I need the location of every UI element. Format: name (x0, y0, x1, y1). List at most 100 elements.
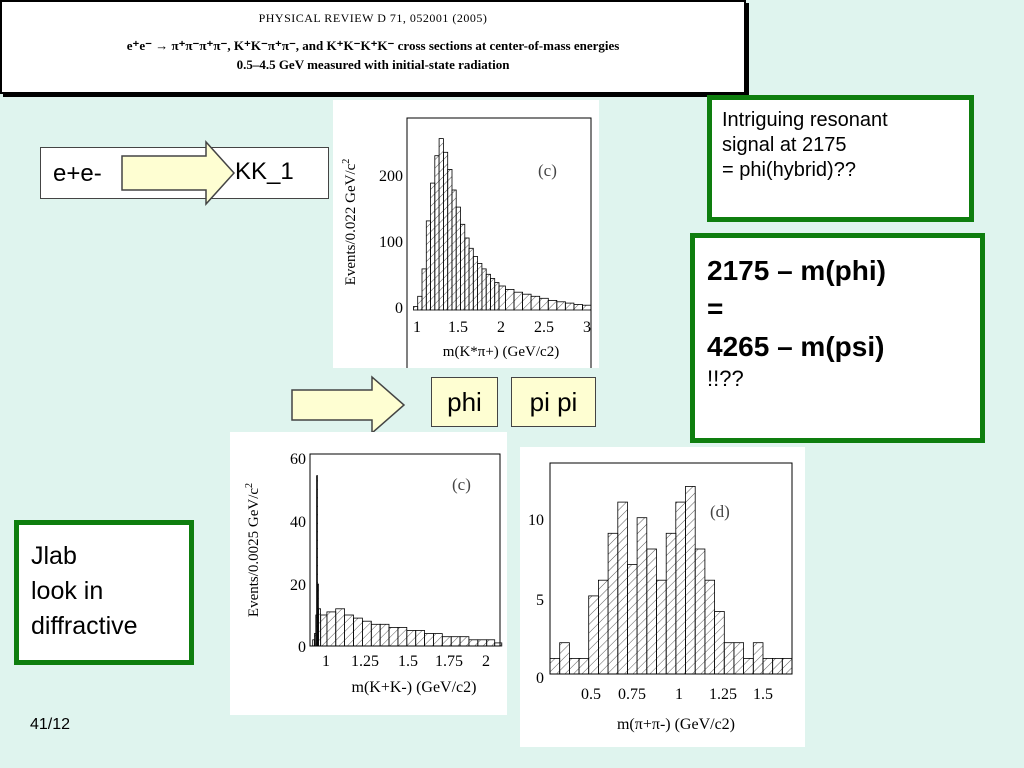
histogram-bar (468, 639, 479, 647)
kk-histogram-panel: (c) 0 20 40 60 1 1.25 1.5 1.75 2 m(K+K-)… (230, 432, 507, 715)
histogram-bar (569, 657, 580, 675)
histogram-bar (588, 595, 599, 675)
histogram-bar (406, 630, 417, 647)
histogram-bar (415, 630, 425, 647)
histogram-bar (353, 617, 363, 647)
mass-line-1: 2175 – m(phi) (707, 255, 886, 286)
histogram-bar (513, 291, 524, 311)
y-tick-200: 200 (379, 168, 403, 185)
histogram-bar (464, 237, 470, 311)
histogram-bar (455, 206, 461, 311)
x-axis-title: m(π+π-) (GeV/c2) (617, 716, 735, 733)
x-tick-1: 1 (675, 686, 683, 703)
histogram-bar (627, 564, 638, 675)
y-tick-5: 5 (536, 592, 544, 609)
histogram-bar (743, 657, 754, 675)
histogram-bar (460, 223, 466, 311)
histogram-bar (573, 304, 583, 311)
histogram-bar (485, 273, 491, 311)
histogram-bar (424, 633, 434, 647)
jlab-line-3: diffractive (31, 612, 138, 640)
x-tick-1: 1 (322, 653, 330, 670)
histogram-bar (413, 306, 419, 311)
jlab-box: Jlab look in diffractive (14, 520, 194, 665)
histogram-bar (530, 295, 541, 311)
decay-arrow-icon (291, 375, 406, 435)
x-tick-1p25: 1.25 (709, 686, 737, 703)
histogram-bar (498, 285, 506, 311)
y-tick-0: 0 (298, 639, 306, 656)
histogram-bar (477, 262, 483, 311)
histogram-bar (704, 579, 715, 675)
histogram-bar (781, 657, 793, 675)
histogram-bar (547, 299, 558, 311)
pipi-histogram: (d) 0 5 10 0.5 0.75 1 1.25 1.5 m(π+π-) (… (528, 462, 793, 733)
histogram-bar (617, 501, 628, 675)
histogram-bar (438, 138, 444, 311)
histogram-bar (559, 642, 570, 675)
histogram-bar (361, 620, 372, 647)
x-tick-0p75: 0.75 (618, 686, 646, 703)
y-axis-title-sup: 2 (244, 483, 255, 488)
histogram-bar (656, 579, 667, 675)
jlab-line-1: Jlab (31, 542, 77, 570)
histogram-bar (388, 626, 399, 647)
panel-label: (d) (710, 502, 730, 521)
histogram-bar (441, 636, 452, 647)
y-tick-20: 20 (290, 577, 306, 594)
histogram-bar (417, 295, 423, 311)
note-box: Intriguing resonant signal at 2175 = phi… (707, 95, 974, 222)
histogram-bar (694, 548, 706, 675)
mass-line-4: !!?? (707, 366, 744, 391)
reaction-arrow-icon (121, 140, 236, 206)
kk-histogram: (c) 0 20 40 60 1 1.25 1.5 1.75 2 m(K+K-)… (244, 451, 503, 696)
histogram-bar (489, 278, 496, 311)
histogram-bar (556, 301, 566, 311)
histogram-bar (607, 532, 619, 675)
histogram-bar (434, 155, 440, 311)
pipi-label-box: pi pi (511, 377, 596, 427)
histogram-bar (636, 517, 648, 675)
histogram-bar (581, 304, 592, 311)
histogram-bar (421, 268, 427, 311)
note-line-2: signal at 2175 (722, 134, 847, 156)
histogram-bar (451, 189, 457, 311)
histogram-bar (344, 614, 354, 647)
histogram-bar (486, 639, 496, 647)
histogram-bar (578, 657, 590, 675)
x-tick-2: 2 (497, 319, 505, 336)
y-tick-labels: 0 100 200 (379, 168, 403, 317)
histogram-bar (549, 657, 561, 675)
histogram-bar (564, 302, 575, 311)
y-axis-title-text: Events/0.0025 GeV/c (246, 488, 262, 617)
histogram-bar (539, 297, 549, 311)
x-tick-2p5: 2.5 (534, 319, 554, 336)
y-tick-40: 40 (290, 514, 306, 531)
histogram-bar (675, 501, 686, 675)
y-tick-labels: 0 5 10 (528, 512, 544, 687)
mass-line-2: = (707, 293, 724, 324)
y-tick-labels: 0 20 40 60 (290, 451, 306, 656)
histogram-bar (752, 642, 764, 675)
paper-title-line1: e⁺e⁻ → π⁺π⁻π⁺π⁻, K⁺K⁻π⁺π⁻, and K⁺K⁻K⁺K⁻ … (126, 38, 620, 53)
note-line-1: Intriguing resonant (722, 109, 888, 131)
y-tick-0: 0 (395, 300, 403, 317)
kstar-histogram-panel: (c) 0 100 200 1 1.5 2 2.5 3 m(K*π+) (GeV… (333, 100, 599, 412)
panel-label: (c) (452, 475, 471, 494)
x-tick-labels: 1 1.5 2 2.5 3 (413, 319, 591, 336)
histogram-bar (646, 548, 657, 675)
histogram-bar (379, 623, 390, 647)
histogram-bar (320, 614, 328, 647)
histogram-bar (665, 532, 677, 675)
paper-title-line2: 0.5–4.5 GeV measured with initial-state … (236, 57, 510, 72)
reaction-initial-state: e+e- (53, 160, 102, 187)
y-tick-100: 100 (379, 234, 403, 251)
histogram-bar (762, 657, 774, 675)
histogram-bar (430, 182, 436, 311)
x-tick-1p25: 1.25 (351, 653, 379, 670)
y-tick-0: 0 (536, 670, 544, 687)
y-tick-60: 60 (290, 451, 306, 468)
histogram-bar (432, 633, 443, 647)
histogram-bar (459, 636, 470, 647)
reaction-final-state: KK_1 (235, 158, 294, 185)
